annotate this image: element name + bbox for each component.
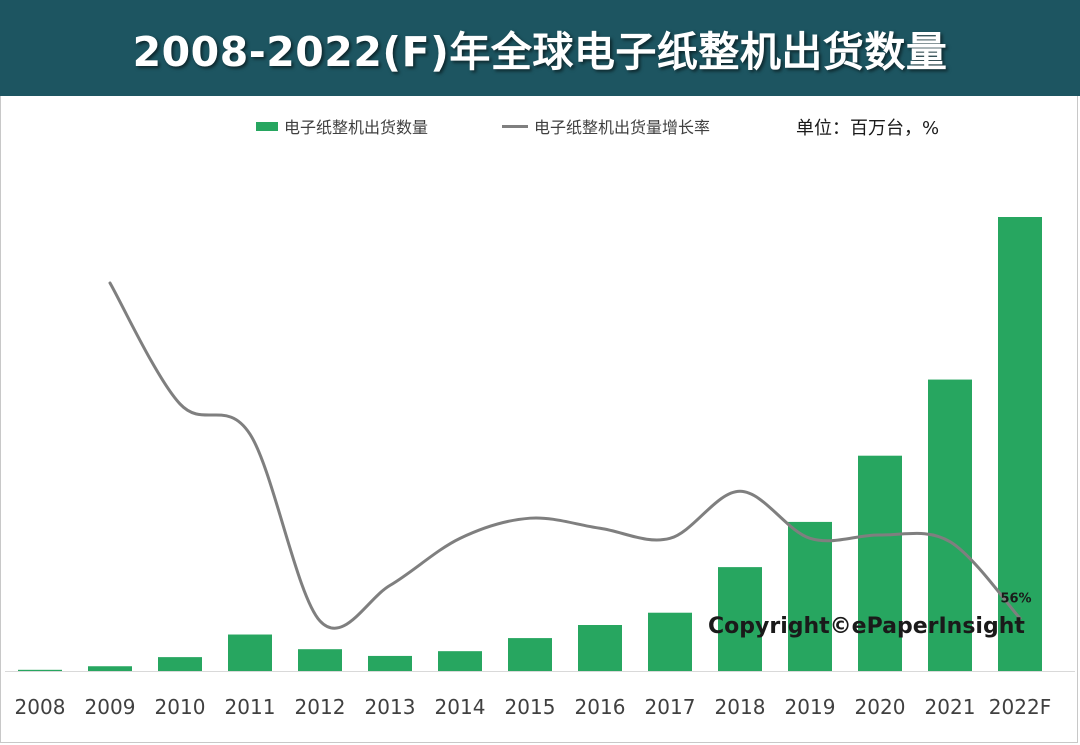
x-tick-label-2016: 2016 xyxy=(575,695,626,719)
unit-label: 单位：百万台，% xyxy=(796,118,940,139)
bar-2010 xyxy=(158,657,202,671)
legend-item-growth-rate: 电子纸整机出货量增长率 xyxy=(502,114,710,138)
bar-2008 xyxy=(18,669,62,671)
chart-title: 2008-2022(F)年全球电子纸整机出货数量 xyxy=(132,28,948,76)
legend-label-shipments: 电子纸整机出货数量 xyxy=(284,118,429,137)
bar-2013 xyxy=(368,655,412,671)
x-tick-label-2010: 2010 xyxy=(155,695,206,719)
bar-2018 xyxy=(718,567,762,671)
legend: 电子纸整机出货数量 电子纸整机出货量增长率 xyxy=(0,114,1080,140)
bar-2017 xyxy=(648,612,692,671)
bar-2012 xyxy=(298,649,342,671)
x-tick-label-2020: 2020 xyxy=(855,695,906,719)
x-tick-label-2015: 2015 xyxy=(505,695,556,719)
legend-line-swatch xyxy=(502,124,528,128)
x-tick-label-2018: 2018 xyxy=(715,695,766,719)
bar-2015 xyxy=(508,638,552,671)
bar-2009 xyxy=(88,666,132,671)
x-tick-label-2022F: 2022F xyxy=(989,695,1051,719)
legend-item-shipments: 电子纸整机出货数量 xyxy=(256,114,428,138)
x-tick-label-2017: 2017 xyxy=(645,695,696,719)
x-tick-label-2011: 2011 xyxy=(225,695,276,719)
copyright-watermark: Copyright©ePaperInsight xyxy=(708,614,1025,639)
x-tick-label-2013: 2013 xyxy=(365,695,416,719)
bar-2016 xyxy=(578,625,622,671)
x-tick-label-2014: 2014 xyxy=(435,695,486,719)
bar-2019 xyxy=(788,521,832,671)
x-tick-label-2019: 2019 xyxy=(785,695,836,719)
title-banner: 2008-2022(F)年全球电子纸整机出货数量 xyxy=(0,0,1080,96)
legend-label-growth-rate: 电子纸整机出货量增长率 xyxy=(534,118,711,137)
x-tick-label-2009: 2009 xyxy=(85,695,136,719)
bar-2020 xyxy=(858,455,902,671)
x-tick-label-2008: 2008 xyxy=(15,695,66,719)
x-tick-label-2021: 2021 xyxy=(925,695,976,719)
bar-2022F xyxy=(998,217,1042,671)
legend-bar-swatch xyxy=(256,121,278,131)
growth-rate-line xyxy=(108,281,1022,630)
bar-2014 xyxy=(438,651,482,671)
bar-2011 xyxy=(228,634,272,671)
x-tick-label-2012: 2012 xyxy=(295,695,346,719)
growth-rate-label-2022F: 56% xyxy=(1000,591,1031,606)
bar-2021 xyxy=(928,379,972,671)
